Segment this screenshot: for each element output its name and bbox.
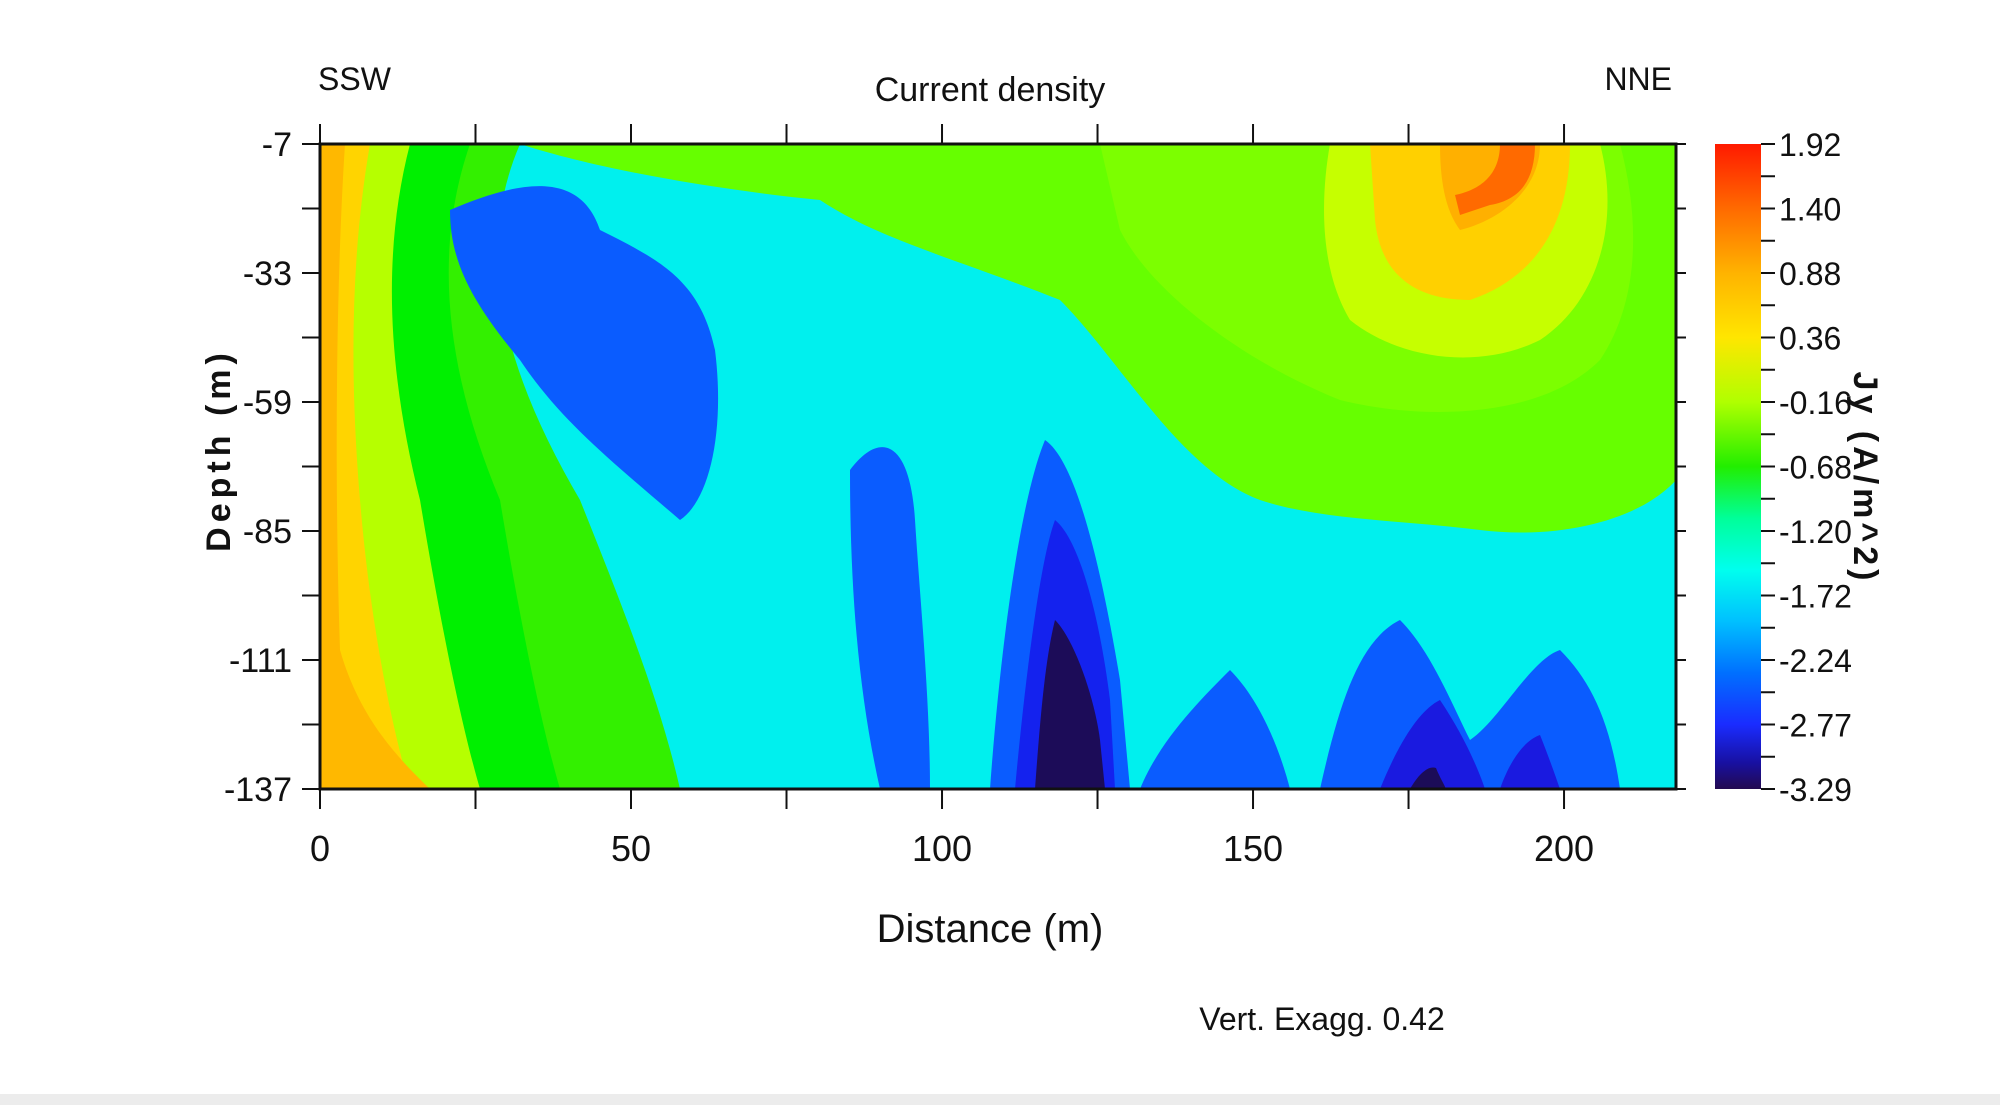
colorbar-tick-label: -0.68 <box>1779 450 1852 486</box>
contour-field <box>320 144 1676 789</box>
x-tick-label: 100 <box>912 828 972 869</box>
colorbar-tick-label: 0.36 <box>1779 321 1841 357</box>
y-tick-label: -111 <box>229 642 292 680</box>
colorbar-tick-label: -2.24 <box>1779 643 1852 679</box>
colorbar-tick-label: 1.40 <box>1779 192 1841 228</box>
colorbar-tick-label: -2.77 <box>1779 708 1852 744</box>
x-tick-label: 150 <box>1223 828 1283 869</box>
direction-right-label: NNE <box>1604 61 1672 97</box>
y-tick-label: -59 <box>243 384 292 422</box>
y-axis-label: Depth (m) <box>200 348 238 552</box>
y-tick-label: -137 <box>224 771 292 809</box>
colorbar-tick-label: -0.16 <box>1779 385 1852 421</box>
vertical-exaggeration-note: Vert. Exagg. 0.42 <box>1199 1001 1445 1037</box>
colorbar-tick-label: 1.92 <box>1779 127 1841 163</box>
x-tick-label: 0 <box>310 828 330 869</box>
colorbar-tick-label: -1.20 <box>1779 514 1852 550</box>
x-tick-label: 50 <box>611 828 651 869</box>
y-tick-label: -85 <box>243 513 292 551</box>
x-tick-label: 200 <box>1534 828 1594 869</box>
colorbar-ticks: 1.92 1.40 0.88 0.36 -0.16 -0.68 -1.20 -1.72 -2.2… <box>1761 127 1852 808</box>
x-axis-label: Distance (m) <box>877 907 1104 951</box>
y-tick-label: -33 <box>243 255 292 293</box>
colorbar-tick-label: -3.29 <box>1779 772 1852 808</box>
colorbar-tick-label: -1.72 <box>1779 579 1852 615</box>
y-tick-label: -7 <box>262 126 292 164</box>
window-bottom-edge <box>0 1094 2000 1105</box>
colorbar-label: Jy (A/m^2) <box>1846 372 1884 585</box>
colorbar-tick-label: 0.88 <box>1779 256 1841 292</box>
chart-title: Current density <box>875 71 1106 109</box>
colorbar <box>1715 144 1761 789</box>
axes-group: 0 50 100 150 200 -7 -33 -59 -85 -111 -137 <box>224 124 1686 869</box>
direction-left-label: SSW <box>318 61 392 97</box>
